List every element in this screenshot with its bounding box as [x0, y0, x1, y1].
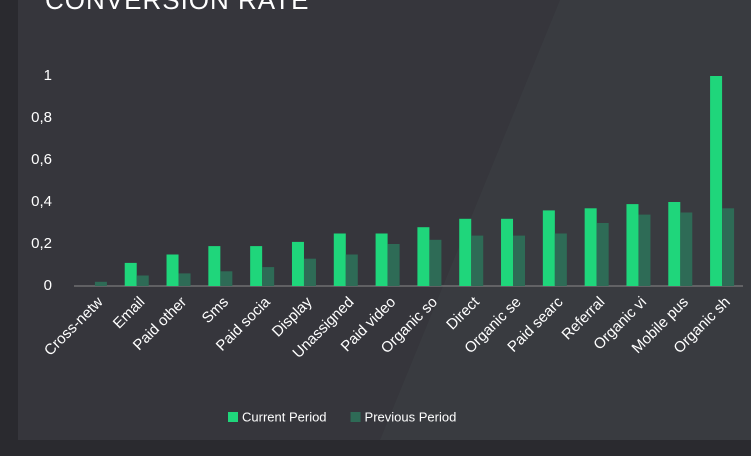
bar: [638, 214, 651, 286]
bar: [291, 241, 304, 286]
bar: [513, 235, 526, 286]
y-tick-label: 0,4: [31, 193, 52, 210]
chart-title: CONVERSION RATE: [45, 0, 309, 15]
bar: [124, 262, 137, 286]
stripe: [380, 0, 751, 440]
bar: [166, 254, 179, 286]
bar: [596, 223, 609, 286]
bar: [417, 227, 430, 286]
y-tick-label: 0,6: [31, 151, 52, 168]
bar: [250, 246, 263, 286]
bar: [501, 218, 514, 286]
legend-label: Previous Period: [365, 409, 457, 424]
legend-swatch: [228, 412, 238, 422]
bar: [136, 275, 149, 286]
bar: [303, 258, 316, 286]
bar: [554, 233, 567, 286]
bar: [333, 233, 346, 286]
bar: [471, 235, 484, 286]
bar: [668, 202, 681, 286]
bar: [429, 239, 442, 286]
y-tick-label: 1: [44, 67, 52, 84]
bar: [262, 267, 275, 286]
bar: [722, 208, 735, 286]
y-tick-label: 0,8: [31, 109, 52, 126]
y-tick-label: 0,2: [31, 235, 52, 252]
bar: [220, 271, 233, 286]
bar: [459, 218, 472, 286]
bar: [542, 210, 555, 286]
bar: [584, 208, 597, 286]
bar: [387, 244, 400, 286]
bar: [178, 273, 191, 286]
bar: [710, 76, 723, 286]
bar: [626, 204, 639, 286]
legend-swatch: [350, 412, 361, 422]
bar: [208, 246, 221, 286]
bar: [375, 233, 388, 286]
bar: [680, 212, 693, 286]
bar: [94, 281, 107, 286]
legend-label: Current Period: [242, 409, 327, 424]
y-tick-label: 0: [44, 277, 52, 294]
bar: [345, 254, 358, 286]
